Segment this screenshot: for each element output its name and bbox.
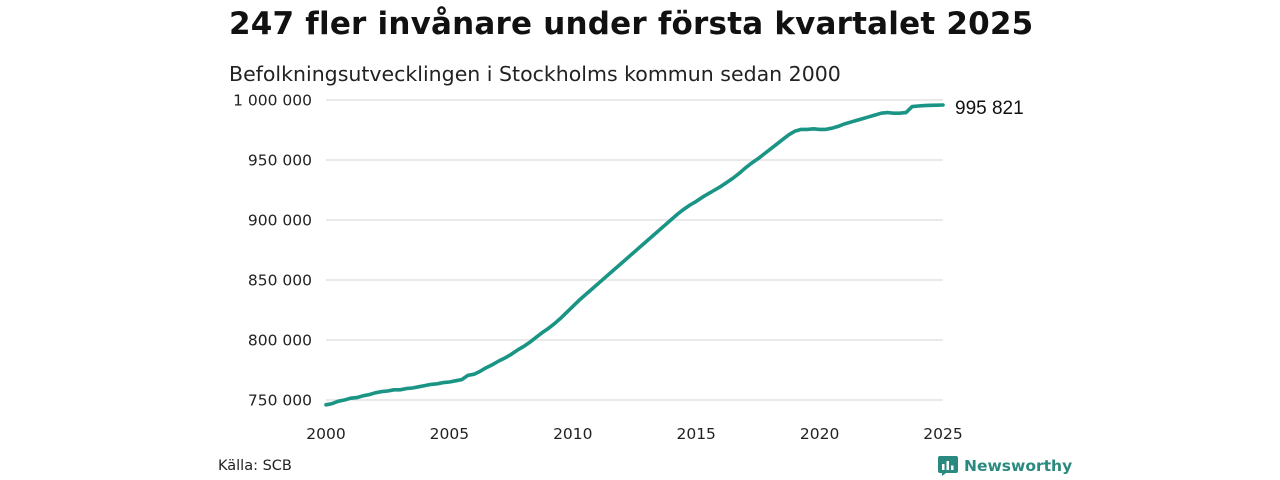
grid-lines: [326, 99, 943, 401]
source-note: Källa: SCB: [218, 458, 292, 474]
y-tick-label: 950 000: [248, 152, 312, 170]
x-tick-label: 2010: [553, 425, 592, 443]
population-series-line: [324, 103, 945, 407]
line-chart: 750 000 800 000 850 000 900 000 950 000 1 000…: [233, 92, 1024, 444]
x-tick-label: 2005: [430, 425, 469, 443]
x-tick-label: 2000: [306, 425, 345, 443]
y-tick-label: 1 000 000: [233, 92, 312, 110]
x-tick-label: 2020: [800, 425, 839, 443]
brand-name: Newsworthy: [964, 457, 1073, 475]
y-tick-label: 750 000: [248, 392, 312, 410]
chart-title: 247 fler invånare under första kvartalet…: [229, 6, 1034, 42]
bar-chart-logo-icon: [938, 456, 958, 476]
y-tick-label: 800 000: [248, 332, 312, 350]
series-layer: [324, 103, 945, 407]
y-tick-label: 850 000: [248, 272, 312, 290]
x-tick-label: 2025: [923, 425, 962, 443]
x-tick-label: 2015: [676, 425, 715, 443]
brand-logo[interactable]: Newsworthy: [938, 456, 1072, 476]
y-tick-label: 900 000: [248, 212, 312, 230]
end-value-label: 995 821: [955, 98, 1024, 119]
x-axis-tick-labels: 2000 2005 2010 2015 2020 2025: [306, 425, 962, 443]
y-axis-tick-labels: 750 000 800 000 850 000 900 000 950 000 1 000…: [233, 92, 312, 410]
chart-subtitle: Befolkningsutvecklingen i Stockholms kom…: [229, 62, 841, 86]
